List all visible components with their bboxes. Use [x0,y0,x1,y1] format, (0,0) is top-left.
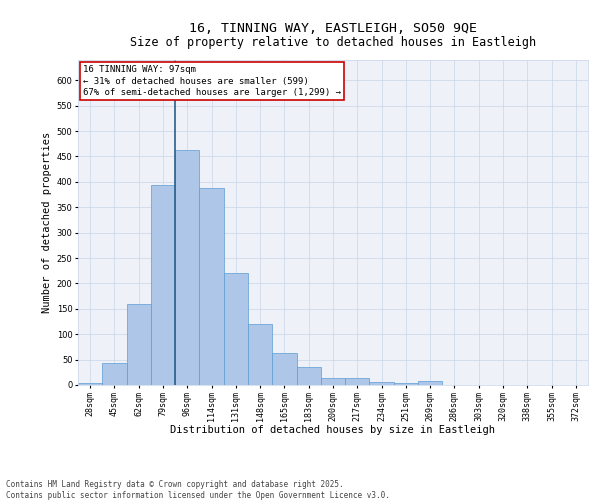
Bar [127,304,151,385]
Text: 16 TINNING WAY: 97sqm
← 31% of detached houses are smaller (599)
67% of semi-det: 16 TINNING WAY: 97sqm ← 31% of detached … [83,65,341,98]
Bar [321,378,345,385]
Bar [370,382,394,385]
Bar [224,274,248,385]
Bar [345,378,370,385]
Bar [78,384,102,385]
Bar [151,186,175,385]
Bar [199,188,224,385]
Bar [418,382,442,385]
Bar [296,367,321,385]
Text: Contains HM Land Registry data © Crown copyright and database right 2025.
Contai: Contains HM Land Registry data © Crown c… [6,480,390,500]
Y-axis label: Number of detached properties: Number of detached properties [43,132,52,313]
Bar [394,384,418,385]
Bar [272,353,296,385]
Bar [102,362,127,385]
Text: Size of property relative to detached houses in Eastleigh: Size of property relative to detached ho… [130,36,536,49]
Bar [248,324,272,385]
Text: 16, TINNING WAY, EASTLEIGH, SO50 9QE: 16, TINNING WAY, EASTLEIGH, SO50 9QE [189,22,477,36]
Bar [175,150,199,385]
X-axis label: Distribution of detached houses by size in Eastleigh: Distribution of detached houses by size … [170,424,496,434]
